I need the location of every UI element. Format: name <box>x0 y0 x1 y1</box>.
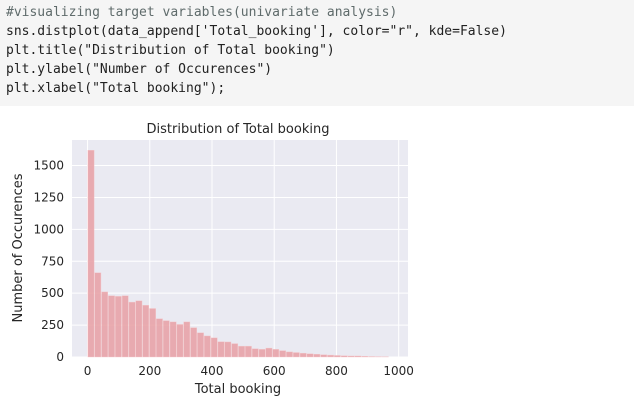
histogram-bar <box>211 338 217 357</box>
x-tick-label: 0 <box>84 364 92 378</box>
x-tick-label: 200 <box>138 364 161 378</box>
histogram-bar <box>341 356 347 357</box>
histogram-bar <box>259 349 265 357</box>
histogram-bar <box>293 353 299 357</box>
y-tick-label: 250 <box>41 318 64 332</box>
histogram-bar <box>88 150 94 357</box>
histogram-bar <box>136 301 142 357</box>
y-tick-label: 500 <box>41 286 64 300</box>
histogram-bar <box>115 296 121 357</box>
chart-title: Distribution of Total booking <box>147 122 330 137</box>
histogram-bar <box>102 292 108 357</box>
histogram-bar <box>300 353 306 357</box>
y-tick-label: 750 <box>41 254 64 268</box>
histogram-bar <box>108 296 114 357</box>
histogram-bar <box>321 355 327 357</box>
code-line-distplot: sns.distplot(data_append['Total_booking'… <box>6 22 634 41</box>
histogram-bar <box>143 305 149 357</box>
histogram-chart: 0 200 400 600 800 1000 0 250 500 750 1000 1250 1500… <box>0 106 634 402</box>
histogram-bar <box>218 342 224 357</box>
x-tick-label: 400 <box>201 364 224 378</box>
histogram-bar <box>225 342 231 357</box>
histogram-bar <box>163 321 169 357</box>
histogram-bar <box>273 349 279 357</box>
histogram-bar <box>191 328 197 357</box>
code-line-comment: #visualizing target variables(univariate… <box>6 3 634 22</box>
histogram-bar <box>184 322 190 357</box>
histogram-bar <box>156 319 162 357</box>
y-tick-labels: 0 250 500 750 1000 1250 1500 <box>33 159 64 364</box>
histogram-bar <box>170 322 176 357</box>
histogram-bar <box>314 354 320 357</box>
x-axis-label: Total booking <box>194 382 281 397</box>
histogram-bar <box>122 296 128 357</box>
histogram-bar <box>280 351 286 357</box>
histogram-bar <box>286 352 292 357</box>
y-tick-label: 1000 <box>33 222 64 236</box>
histogram-bar <box>307 354 313 357</box>
code-line-xlabel: plt.xlabel("Total booking"); <box>6 79 634 98</box>
x-tick-label: 1000 <box>383 364 414 378</box>
histogram-bar <box>327 355 333 357</box>
y-axis-label: Number of Occurences <box>11 173 26 322</box>
histogram-bar <box>149 308 155 357</box>
histogram-bar <box>362 356 368 357</box>
histogram-bar <box>252 349 258 357</box>
histogram-bar <box>334 355 340 357</box>
histogram-bar <box>197 333 203 357</box>
y-tick-label: 1250 <box>33 190 64 204</box>
x-tick-label: 800 <box>325 364 348 378</box>
histogram-bar <box>355 356 361 357</box>
histogram-bar <box>95 273 101 357</box>
histogram-bar <box>129 302 135 357</box>
histogram-bar <box>266 348 272 357</box>
code-cell[interactable]: #visualizing target variables(univariate… <box>0 0 634 106</box>
histogram-bar <box>245 346 251 357</box>
histogram-bar <box>232 344 238 357</box>
x-tick-label: 600 <box>263 364 286 378</box>
code-line-title: plt.title("Distribution of Total booking… <box>6 41 634 60</box>
histogram-bar <box>238 346 244 357</box>
y-tick-label: 1500 <box>33 159 64 173</box>
histogram-bar <box>368 356 374 357</box>
histogram-bar <box>348 356 354 357</box>
histogram-bar <box>204 336 210 357</box>
cell-output: 0 200 400 600 800 1000 0 250 500 750 1000 1250 1500… <box>0 106 634 402</box>
code-line-ylabel: plt.ylabel("Number of Occurences") <box>6 60 634 79</box>
histogram-bar <box>177 324 183 357</box>
x-tick-labels: 0 200 400 600 800 1000 <box>84 364 414 378</box>
y-tick-label: 0 <box>56 350 64 364</box>
